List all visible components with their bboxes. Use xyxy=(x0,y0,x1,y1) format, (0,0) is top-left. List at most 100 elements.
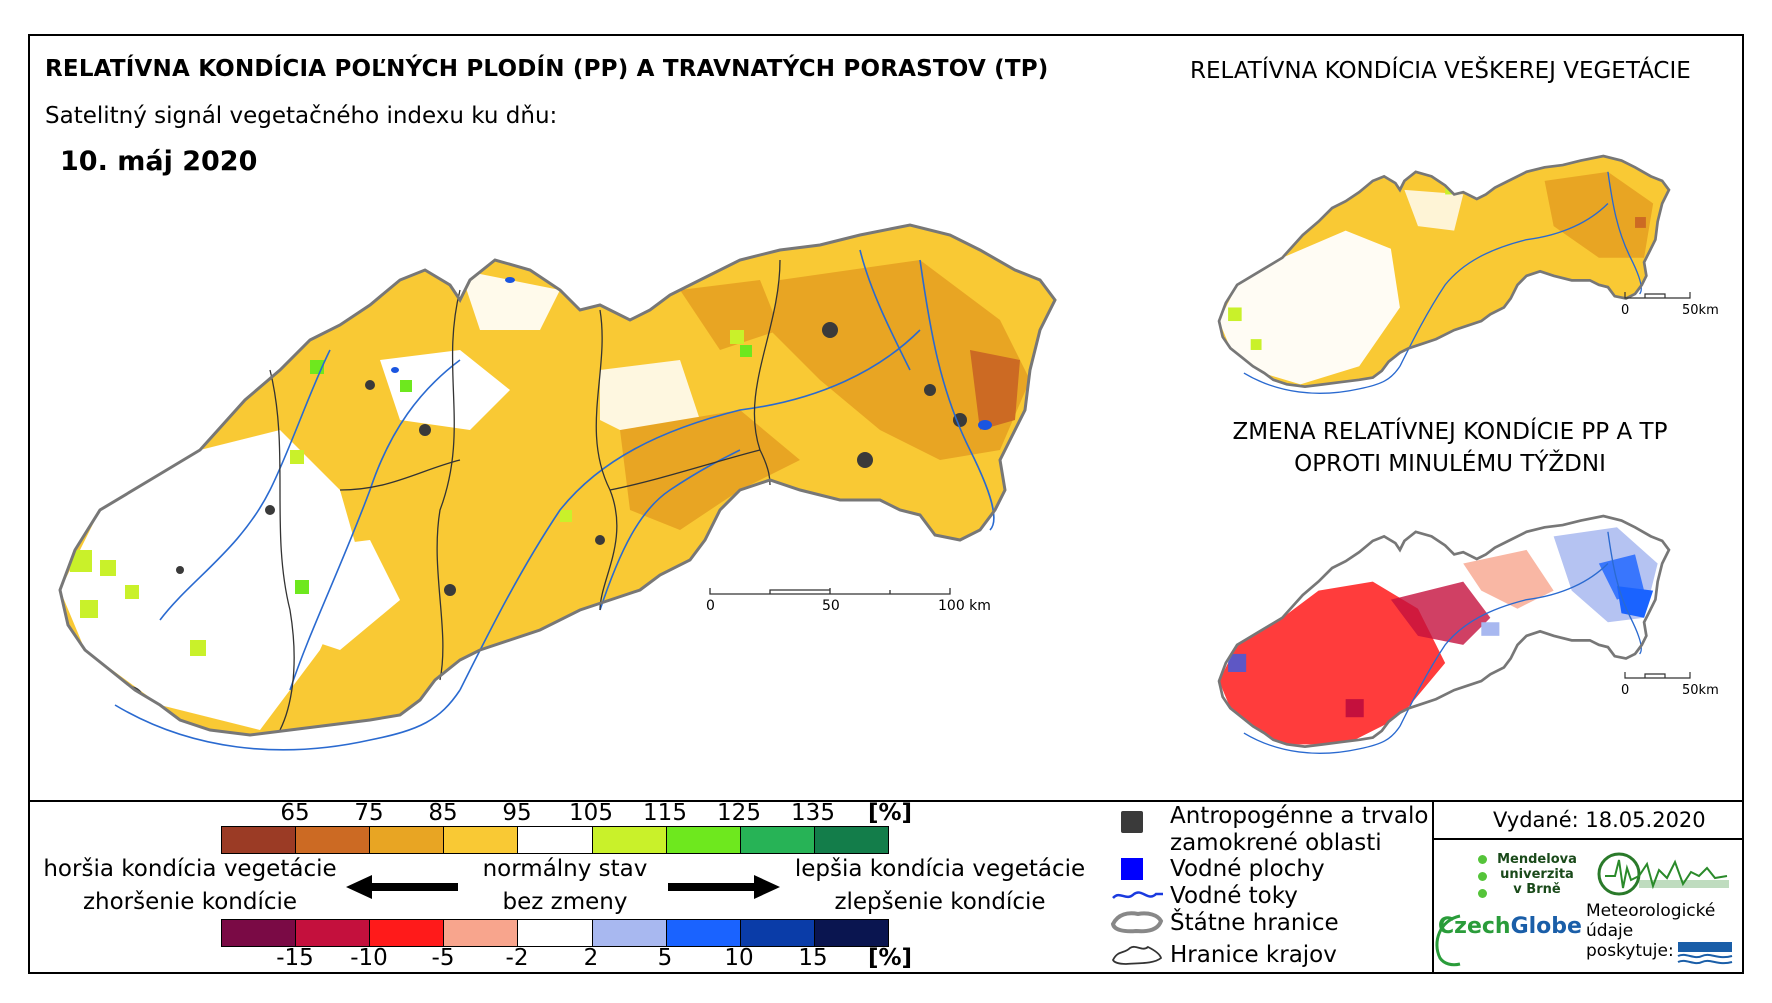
condition-scale-tick-label: 65 xyxy=(280,800,310,826)
worse-line1: horšia kondícia vegetácie xyxy=(43,856,337,882)
mendel-dot-icon xyxy=(1478,855,1487,864)
condition-scale-tick-label: 85 xyxy=(428,800,458,826)
change-scale-swatch xyxy=(814,920,888,946)
normal-label: normálny stav bez zmeny xyxy=(460,853,670,919)
main-map-white-areas xyxy=(60,270,700,730)
change-scale-swatch xyxy=(740,920,815,946)
meteo-line2: údaje xyxy=(1586,921,1634,941)
anthropogenic-line1: Antropogénne a trvalo xyxy=(1170,803,1429,829)
anthropogenic-label: Antropogénne a trvalo zamokrené oblasti xyxy=(1170,803,1428,857)
main-map-raster xyxy=(60,225,1055,735)
issued-divider xyxy=(1432,838,1744,840)
change-scale-swatch xyxy=(592,920,667,946)
main-condition-map: 0 50 100 km xyxy=(58,223,1057,751)
mendel-dot-icon xyxy=(1478,872,1487,881)
small-bottom-scale-0: 0 xyxy=(1621,683,1629,698)
worse-label: horšia kondícia vegetácie zhoršenie kond… xyxy=(36,853,344,919)
condition-scale-swatch xyxy=(666,827,741,853)
change-color-scale xyxy=(221,919,889,947)
change-scale-swatch xyxy=(444,920,519,946)
condition-scale-swatch xyxy=(814,827,888,853)
change-scale-tick-label: 15 xyxy=(798,945,828,971)
normal-line1: normálny stav xyxy=(482,856,648,882)
worse-line2: zhoršenie kondície xyxy=(82,889,298,915)
czechglobe-logo: CzechGlobe xyxy=(1438,914,1582,939)
water-areas-label: Vodné plochy xyxy=(1170,856,1325,882)
condition-scale-swatch xyxy=(222,827,297,853)
small-bottom-scale-50: 50km xyxy=(1682,683,1719,698)
meteo-data-label: Meteorologické údaje poskytuje: xyxy=(1586,901,1715,961)
vegetation-condition-map xyxy=(1217,154,1671,394)
mendel-line3: v Brně xyxy=(1513,882,1561,897)
meteo-line1: Meteorologické xyxy=(1586,901,1716,921)
condition-scale-swatch xyxy=(518,827,593,853)
condition-scale-tick-label: 95 xyxy=(502,800,532,826)
river-line-icon xyxy=(1112,891,1163,899)
better-line2: zlepšenie kondície xyxy=(834,889,1046,915)
main-title: RELATÍVNA KONDÍCIA POĽNÝCH PLODÍN (PP) A… xyxy=(45,56,1049,82)
normal-line2: bez zmeny xyxy=(502,889,628,915)
shmu-logo-icon xyxy=(1677,942,1733,965)
subtitle: Satelitný signál vegetačného indexu ku d… xyxy=(45,103,558,129)
condition-scale-tick-label: 115 xyxy=(643,800,687,826)
mendel-dot-icon xyxy=(1478,889,1487,898)
mendel-university-logo: Mendelova univerzita v Brně xyxy=(1492,852,1582,897)
water-areas-swatch xyxy=(1121,858,1143,880)
condition-scale-swatch xyxy=(296,827,371,853)
change-scale-tick-label: 5 xyxy=(657,945,673,971)
change-scale-swatch xyxy=(222,920,297,946)
rivers-label: Vodné toky xyxy=(1170,883,1298,909)
condition-scale-swatch xyxy=(370,827,445,853)
change-scale-tick-label: 2 xyxy=(583,945,599,971)
state-border-label: Štátne hranice xyxy=(1170,910,1339,936)
main-scale-label-50: 50 xyxy=(822,598,840,614)
right-arrow-icon xyxy=(668,875,780,899)
change-scale-unit: [%] xyxy=(868,945,913,971)
left-arrow-icon xyxy=(346,875,458,899)
main-scale-label-100: 100 km xyxy=(938,598,991,614)
czechglobe-arc-icon xyxy=(1435,914,1461,967)
issued-date: Vydané: 18.05.2020 xyxy=(1493,808,1706,832)
change-scale-tick-label: -15 xyxy=(276,945,314,971)
figure-frame xyxy=(28,34,1744,974)
condition-scale-tick-label: 135 xyxy=(791,800,835,826)
change-title-line2: OPROTI MINULÉMU TÝŽDNI xyxy=(1294,451,1606,477)
legend-separator xyxy=(28,800,1744,802)
small-bottom-scalebar: 0 50km xyxy=(1621,672,1719,698)
legend-divider xyxy=(1432,800,1434,974)
legend-arrows xyxy=(346,875,780,899)
condition-scale-tick-label: 105 xyxy=(569,800,613,826)
change-scale-tick-label: -5 xyxy=(431,945,455,971)
change-scale-swatch xyxy=(518,920,593,946)
mendel-line1: Mendelova xyxy=(1497,852,1577,867)
condition-color-scale xyxy=(221,826,889,854)
small-top-scalebar: 0 50km xyxy=(1621,292,1719,318)
condition-change-map xyxy=(1217,514,1671,754)
change-title-line1: ZMENA RELATÍVNEJ KONDÍCIE PP A TP xyxy=(1232,419,1668,445)
region-border-icon xyxy=(1111,945,1163,965)
czechglobe-globe: Globe xyxy=(1510,914,1582,939)
better-line1: lepšia kondícia vegetácie xyxy=(794,856,1086,882)
main-scale-label-0: 0 xyxy=(706,598,715,614)
ustav-vied-o-zemi-logo xyxy=(1597,852,1729,896)
state-border-icon xyxy=(1110,911,1164,934)
small-top-scale-50: 50km xyxy=(1682,303,1719,318)
change-map-title: ZMENA RELATÍVNEJ KONDÍCIE PP A TP OPROTI… xyxy=(1220,416,1680,480)
anthropogenic-line2: zamokrené oblasti xyxy=(1170,830,1382,856)
change-scale-tick-label: -2 xyxy=(505,945,529,971)
better-label: lepšia kondícia vegetácie zlepšenie kond… xyxy=(790,853,1090,919)
change-scale-swatch xyxy=(370,920,445,946)
main-map-water-bodies xyxy=(391,277,992,430)
condition-scale-unit: [%] xyxy=(868,800,913,826)
change-scale-swatch xyxy=(666,920,741,946)
change-scale-tick-label: 10 xyxy=(724,945,754,971)
change-scale-swatch xyxy=(296,920,371,946)
condition-scale-swatch xyxy=(444,827,519,853)
change-scale-tick-label: -10 xyxy=(350,945,388,971)
main-map-dark-orange-areas xyxy=(620,260,1030,530)
meteo-line3: poskytuje: xyxy=(1586,941,1674,961)
main-map-scalebar: 0 50 100 km xyxy=(706,588,991,614)
condition-scale-tick-label: 75 xyxy=(354,800,384,826)
condition-scale-swatch xyxy=(740,827,815,853)
anthropogenic-swatch xyxy=(1121,811,1143,833)
